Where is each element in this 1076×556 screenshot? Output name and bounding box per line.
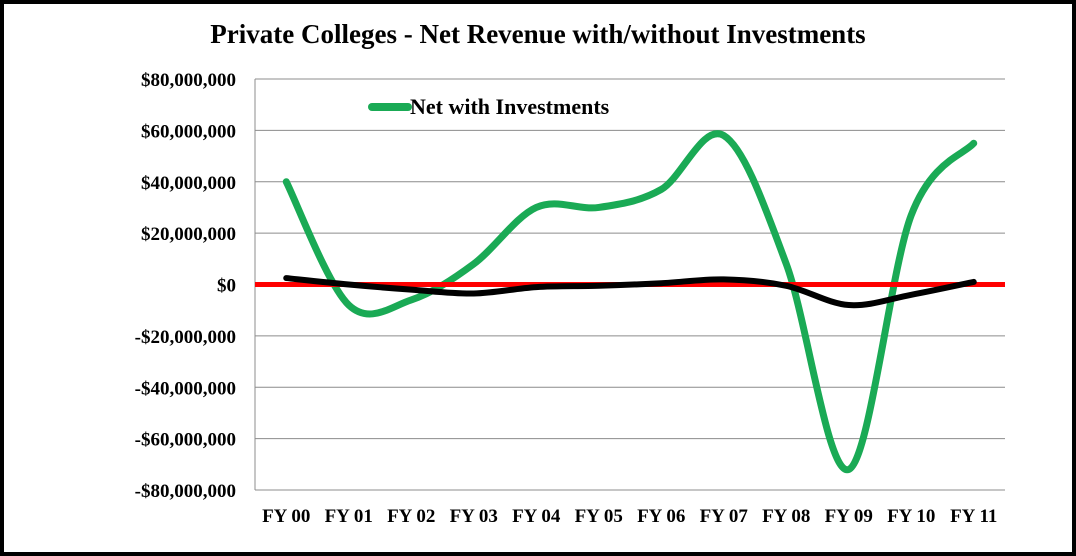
y-axis-ticks: $80,000,000 $60,000,000 $40,000,000 $20,000… xyxy=(135,70,236,502)
x-tick-label: FY 05 xyxy=(575,506,623,527)
y-tick-label: -$60,000,000 xyxy=(135,430,236,451)
y-tick-label: $80,000,000 xyxy=(141,70,236,91)
x-tick-label: FY 09 xyxy=(825,506,873,527)
y-tick-label: -$20,000,000 xyxy=(135,327,236,348)
legend: Net with Investments xyxy=(368,94,610,119)
x-tick-label: FY 00 xyxy=(262,506,310,527)
x-tick-label: FY 06 xyxy=(637,506,685,527)
x-tick-label: FY 03 xyxy=(450,506,498,527)
series-line-black xyxy=(283,275,977,309)
series-lines xyxy=(255,130,1005,473)
x-axis-ticks: FY 00 FY 01 FY 02 FY 03 FY 04 FY 05 FY 06 FY 07… xyxy=(262,506,997,527)
x-tick-label: FY 04 xyxy=(512,506,561,527)
x-tick-label: FY 01 xyxy=(325,506,373,527)
x-tick-label: FY 11 xyxy=(950,506,997,527)
y-tick-label: $20,000,000 xyxy=(141,224,236,245)
y-tick-label: -$40,000,000 xyxy=(135,378,236,399)
y-tick-label: $0 xyxy=(217,276,236,297)
y-tick-label: $60,000,000 xyxy=(141,121,236,142)
x-tick-label: FY 02 xyxy=(387,506,435,527)
x-tick-label: FY 07 xyxy=(700,506,749,527)
x-tick-label: FY 10 xyxy=(887,506,935,527)
x-tick-label: FY 08 xyxy=(762,506,810,527)
legend-label: Net with Investments xyxy=(410,94,610,119)
y-tick-label: -$80,000,000 xyxy=(135,481,236,502)
y-tick-label: $40,000,000 xyxy=(141,173,236,194)
series-line-net-with-investments xyxy=(282,130,978,473)
chart-title: Private Colleges - Net Revenue with/with… xyxy=(210,19,865,49)
